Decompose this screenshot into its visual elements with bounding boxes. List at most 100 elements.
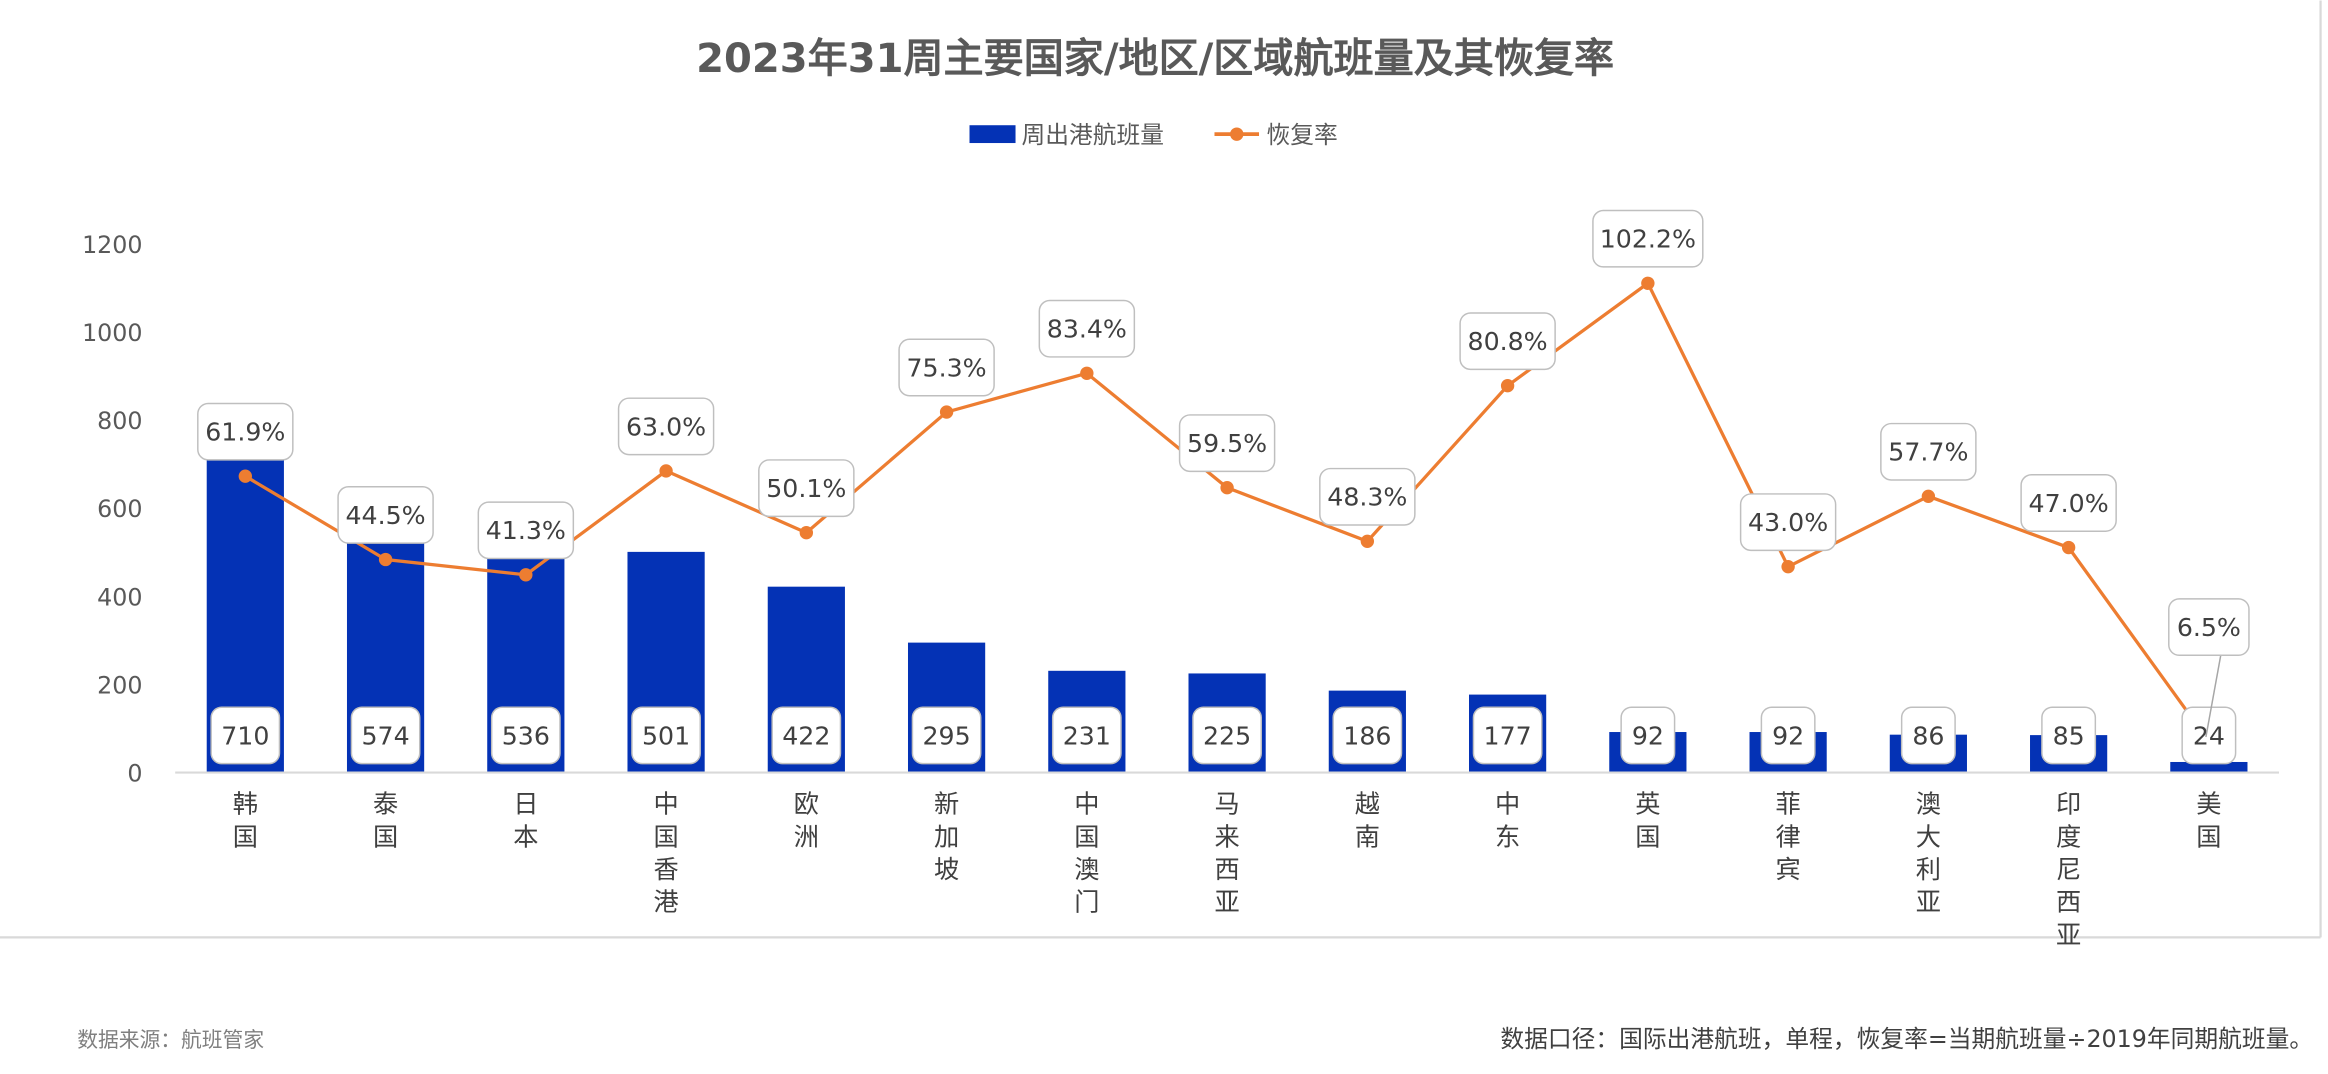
y-tick-label: 1000 bbox=[82, 319, 142, 347]
x-tick-label: 尼 bbox=[2056, 855, 2081, 884]
rate-point bbox=[2061, 540, 2076, 555]
rate-value-label: 61.9% bbox=[205, 418, 285, 447]
bar-value-label: 225 bbox=[1203, 721, 1251, 750]
bar-value-label: 186 bbox=[1343, 721, 1391, 750]
x-tick-label: 国 bbox=[2196, 822, 2221, 851]
y-tick-label: 0 bbox=[127, 759, 142, 787]
x-tick-label: 新 bbox=[934, 790, 959, 819]
rate-label-box bbox=[1178, 414, 1276, 473]
x-tick-label: 国 bbox=[653, 822, 678, 851]
rate-label-box bbox=[898, 338, 995, 397]
bar-value-box bbox=[2041, 706, 2097, 765]
bar-value-label: 295 bbox=[923, 721, 971, 750]
rate-value-label: 63.0% bbox=[626, 412, 706, 441]
rate-label-box bbox=[197, 402, 294, 461]
rate-label-box bbox=[617, 397, 715, 456]
x-tick-label: 南 bbox=[1355, 822, 1380, 851]
rate-value-label: 59.5% bbox=[1187, 429, 1267, 458]
rate-label-box bbox=[2168, 598, 2250, 657]
rate-value-label: 41.3% bbox=[486, 516, 566, 545]
bar-value-label: 24 bbox=[2193, 721, 2225, 750]
rate-point bbox=[519, 568, 533, 582]
y-tick-label: 1200 bbox=[82, 231, 142, 259]
legend-bar-label: 周出港航班量 bbox=[1021, 121, 1164, 149]
x-tick-label: 泰 bbox=[373, 790, 398, 819]
bar-value-label: 422 bbox=[782, 721, 830, 750]
rate-point bbox=[1360, 534, 1375, 548]
y-tick-label: 200 bbox=[97, 671, 142, 699]
x-tick-label: 日 bbox=[513, 790, 538, 819]
rate-label-box bbox=[1592, 209, 1704, 268]
rate-label-box bbox=[758, 459, 855, 518]
x-tick-label: 国 bbox=[233, 822, 258, 851]
x-tick-label: 中 bbox=[653, 790, 678, 819]
legend-line-marker bbox=[1230, 127, 1244, 141]
x-tick-label: 英 bbox=[1635, 790, 1660, 819]
rate-label-box bbox=[1459, 312, 1556, 371]
x-tick-label: 国 bbox=[1635, 822, 1660, 851]
x-tick-label: 中 bbox=[1074, 790, 1099, 819]
x-tick-label: 来 bbox=[1214, 822, 1239, 851]
x-tick-label: 亚 bbox=[1916, 888, 1941, 917]
bar-value-label: 92 bbox=[1632, 721, 1664, 750]
legend-bar-swatch bbox=[969, 125, 1016, 144]
rate-point bbox=[939, 405, 954, 419]
x-tick-label: 欧 bbox=[794, 790, 819, 819]
x-tick-label: 越 bbox=[1355, 790, 1380, 819]
x-tick-label: 门 bbox=[1074, 888, 1099, 917]
rate-point bbox=[378, 552, 393, 567]
legend-line-label: 恢复率 bbox=[1266, 121, 1337, 149]
x-tick-label: 宾 bbox=[1776, 855, 1801, 884]
bar-value-box bbox=[490, 706, 561, 765]
x-tick-label: 国 bbox=[373, 822, 398, 851]
x-tick-label: 利 bbox=[1916, 855, 1941, 884]
bar bbox=[2170, 761, 2248, 773]
x-tick-label: 中 bbox=[1495, 790, 1520, 819]
x-tick-label: 东 bbox=[1495, 822, 1520, 851]
bar-value-label: 536 bbox=[502, 721, 550, 750]
rate-label-box bbox=[1880, 422, 1977, 481]
x-tick-label: 港 bbox=[653, 888, 678, 917]
x-tick-label: 香 bbox=[653, 855, 678, 884]
x-tick-label: 美 bbox=[2196, 790, 2221, 819]
bar-value-label: 86 bbox=[1912, 721, 1944, 750]
bar-value-label: 574 bbox=[362, 721, 410, 750]
x-tick-label: 菲 bbox=[1776, 790, 1801, 819]
x-tick-label: 度 bbox=[2056, 822, 2081, 851]
rate-value-label: 43.0% bbox=[1748, 508, 1828, 537]
bar-value-box bbox=[911, 706, 982, 765]
rate-label-box bbox=[1739, 493, 1837, 552]
rate-label-box bbox=[477, 501, 575, 560]
bar-value-box bbox=[1192, 706, 1262, 765]
x-tick-label: 洲 bbox=[794, 822, 819, 851]
rate-value-label: 6.5% bbox=[2177, 613, 2241, 642]
rate-value-label: 44.5% bbox=[346, 501, 426, 530]
rate-value-label: 80.8% bbox=[1468, 327, 1548, 356]
rate-value-label: 83.4% bbox=[1047, 315, 1127, 344]
data-labels: 710 574 536 501 422 295 231 225 186 177 92 92 86 85 24… bbox=[197, 209, 2250, 765]
x-tick-label: 澳 bbox=[1074, 855, 1099, 884]
y-axis: 0 200 400 600 800 1000 1200 bbox=[82, 231, 142, 788]
rate-point bbox=[1921, 489, 1936, 503]
rate-value-label: 75.3% bbox=[907, 353, 987, 382]
bar-value-box bbox=[771, 706, 842, 765]
footer-source: 数据来源：航班管家 bbox=[77, 1028, 264, 1052]
x-tick-label: 西 bbox=[1214, 855, 1239, 884]
footer-note: 数据口径：国际出港航班，单程，恢复率=当期航班量÷2019年同期航班量。 bbox=[1500, 1025, 2313, 1053]
y-tick-label: 800 bbox=[97, 407, 142, 435]
x-axis: 韩国泰国日本中国香港欧洲新加坡中国澳门马来西亚越南中东英国菲律宾澳大利亚印度尼西… bbox=[233, 790, 2222, 950]
x-tick-label: 亚 bbox=[1214, 888, 1239, 917]
rate-point bbox=[1080, 366, 1094, 380]
x-tick-label: 西 bbox=[2056, 888, 2081, 917]
x-tick-label: 坡 bbox=[934, 855, 959, 884]
rate-value-label: 57.7% bbox=[1888, 438, 1968, 467]
label-leader-line bbox=[2205, 655, 2222, 738]
rate-value-label: 47.0% bbox=[2029, 489, 2109, 518]
bar-value-box bbox=[1051, 706, 1122, 765]
rate-label-box bbox=[1319, 467, 1416, 526]
bar-value-label: 710 bbox=[221, 721, 269, 750]
rate-point bbox=[799, 526, 814, 540]
rate-point bbox=[238, 469, 253, 483]
rate-point bbox=[659, 464, 673, 478]
